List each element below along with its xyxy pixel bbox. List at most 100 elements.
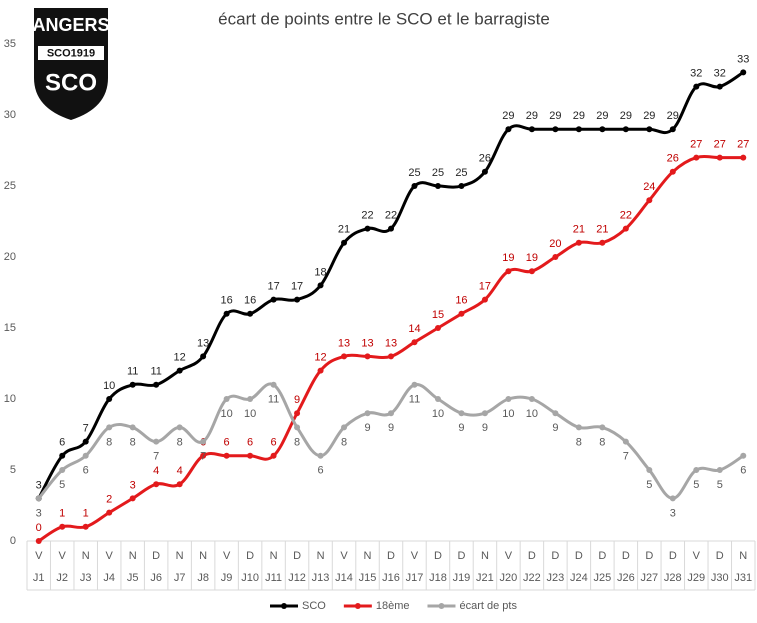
x-tick-label: J30 — [711, 572, 729, 584]
data-label: 29 — [596, 110, 608, 122]
data-label: 8 — [599, 436, 605, 448]
x-tick-label: J22 — [523, 572, 541, 584]
data-label: 5 — [59, 479, 65, 491]
x-result-label: V — [693, 550, 701, 562]
point — [59, 452, 66, 459]
point — [247, 310, 254, 317]
point — [622, 438, 629, 445]
x-result-label: D — [528, 550, 536, 562]
point — [106, 396, 113, 402]
x-result-label: D — [622, 550, 630, 562]
data-label: 11 — [409, 394, 420, 406]
data-label: 12 — [314, 352, 326, 364]
data-label: 25 — [432, 167, 444, 179]
point — [247, 396, 254, 402]
x-tick-label: J5 — [127, 572, 139, 584]
x-result-label: D — [387, 550, 395, 562]
data-label: 19 — [502, 252, 514, 264]
point — [646, 467, 653, 473]
point — [341, 353, 348, 360]
data-label: 21 — [338, 224, 350, 236]
data-label: 21 — [596, 224, 608, 236]
logo-band-bg — [38, 46, 104, 60]
point — [481, 168, 488, 175]
point — [434, 396, 441, 402]
data-label: 1 — [83, 508, 89, 520]
data-label: 12 — [174, 352, 186, 364]
x-tick-label: J28 — [664, 572, 682, 584]
point — [35, 495, 42, 502]
point — [364, 410, 371, 417]
point — [481, 410, 488, 417]
point — [294, 410, 301, 417]
x-tick-label: J8 — [197, 572, 209, 584]
point — [341, 424, 348, 431]
point — [622, 225, 629, 232]
point — [200, 452, 207, 459]
point — [153, 438, 160, 445]
data-label: 27 — [737, 139, 749, 151]
data-label: 7 — [623, 451, 629, 463]
data-label: 9 — [294, 394, 300, 406]
y-tick-label: 10 — [4, 393, 16, 405]
point — [388, 410, 394, 417]
data-label: 4 — [153, 465, 159, 477]
x-tick-label: J29 — [687, 572, 705, 584]
x-result-label: V — [411, 550, 419, 562]
point — [59, 523, 66, 530]
data-label: 17 — [291, 281, 303, 293]
data-label: 17 — [267, 281, 279, 293]
data-label: 18 — [314, 266, 326, 278]
point — [294, 424, 301, 431]
point — [552, 410, 559, 417]
point — [599, 126, 606, 133]
point — [223, 310, 230, 317]
point — [317, 367, 324, 374]
x-result-label: N — [176, 550, 184, 562]
x-tick-label: J24 — [570, 572, 588, 584]
data-label: 10 — [220, 408, 232, 420]
point — [247, 452, 254, 459]
data-label: 3 — [36, 507, 42, 519]
data-label: 26 — [667, 153, 679, 165]
x-tick-label: J31 — [734, 572, 752, 584]
point — [646, 197, 653, 204]
data-label: 6 — [224, 437, 230, 449]
point — [434, 183, 441, 189]
data-label: 10 — [103, 380, 115, 392]
logo-band: SCO1919 — [47, 47, 95, 59]
x-tick-label: J19 — [453, 572, 471, 584]
point — [317, 452, 324, 459]
point — [82, 452, 89, 459]
data-label: 5 — [646, 479, 652, 491]
data-label: 10 — [244, 408, 256, 420]
point — [575, 126, 582, 133]
point — [669, 168, 676, 175]
x-tick-label: J16 — [382, 572, 400, 584]
data-label: 6 — [271, 437, 277, 449]
legend-marker — [438, 603, 445, 609]
x-tick-label: J4 — [103, 572, 115, 584]
data-label: 29 — [502, 110, 514, 122]
data-label: 5 — [693, 479, 699, 491]
point — [176, 424, 183, 431]
point — [434, 325, 441, 331]
x-result-label: D — [152, 550, 160, 562]
data-label: 25 — [455, 167, 467, 179]
data-label: 27 — [714, 139, 726, 151]
legend-marker — [354, 603, 361, 609]
x-tick-label: J20 — [500, 572, 518, 584]
x-result-label: V — [340, 550, 348, 562]
point — [364, 225, 371, 232]
data-label: 14 — [408, 323, 420, 335]
data-label: 9 — [364, 422, 370, 434]
point — [270, 452, 277, 459]
x-tick-label: J25 — [593, 572, 611, 584]
data-label: 8 — [341, 436, 347, 448]
data-label: 25 — [408, 167, 420, 179]
data-label: 20 — [549, 238, 561, 250]
point — [716, 154, 723, 161]
point — [716, 83, 723, 90]
point — [458, 183, 465, 189]
point — [341, 239, 348, 246]
